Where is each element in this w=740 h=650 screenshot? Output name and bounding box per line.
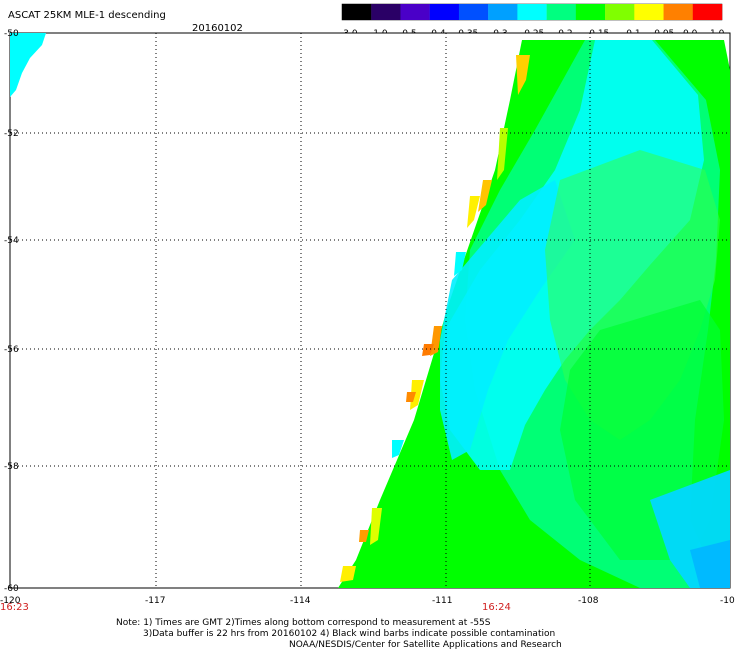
lon-label-111: -111 (432, 596, 452, 606)
edge-orange-5 (359, 530, 369, 542)
edge-yellow-2 (467, 196, 480, 228)
colorbar-segment (517, 4, 547, 20)
colorbar-segment (458, 4, 489, 20)
colorbar-segment (429, 4, 460, 20)
plot-date: 20160102 (192, 23, 243, 34)
swath-southeast-blue (690, 540, 730, 588)
edge-cyan-1 (454, 252, 466, 276)
time-label-center: 16:24 (482, 602, 511, 613)
colorbar-segment (605, 4, 635, 20)
lat-label-58: -58 (4, 462, 19, 472)
note-line-2: 3)Data buffer is 22 hrs from 20160102 4)… (143, 629, 555, 639)
note-line-1: Note: 1) Times are GMT 2)Times along bot… (116, 618, 491, 628)
graticule (10, 33, 730, 588)
note-line-3: NOAA/NESDIS/Center for Satellite Applica… (289, 640, 562, 650)
lat-label-50: -50 (4, 29, 19, 39)
lat-label-60: -60 (4, 584, 19, 594)
edge-orange-3 (422, 344, 434, 356)
colorbar-segment (400, 4, 430, 20)
edge-cyan-2 (392, 440, 404, 458)
edge-orange-1 (478, 180, 492, 212)
lon-label-120: -120 (0, 596, 21, 606)
plot-area: -50 -52 -54 -56 -58 -60 -120 -117 -114 -… (0, 29, 735, 613)
colorbar-segment (488, 4, 518, 20)
edge-yellow-4 (370, 508, 382, 545)
lat-label-52: -52 (4, 129, 19, 139)
colorbar-segment (342, 4, 372, 20)
edge-yellow-5 (340, 566, 356, 582)
edge-yellow-green-1 (497, 128, 508, 180)
wind-field-swath (10, 33, 730, 588)
edge-orange-2 (430, 326, 442, 356)
lon-label-105: -10 (720, 596, 735, 606)
edge-orange-4 (406, 392, 416, 402)
lon-label-108: -108 (578, 596, 599, 606)
colorbar-segment (663, 4, 693, 20)
lon-label-117: -117 (145, 596, 165, 606)
plot-title: ASCAT 25KM MLE-1 descending (8, 10, 166, 21)
lat-label-56: -56 (4, 345, 19, 355)
lon-label-114: -114 (290, 596, 311, 606)
edge-yellow-3 (410, 380, 424, 410)
colorbar-segment (575, 4, 606, 20)
swath-cyan-west-band (440, 180, 575, 460)
northwest-cyan-fragment (10, 33, 46, 97)
edge-yellow-1 (516, 55, 530, 95)
colorbar-segment (371, 4, 401, 20)
colorbar-segment (546, 4, 577, 20)
time-label-left: 16:23 (0, 602, 29, 613)
lat-label-54: -54 (4, 236, 19, 246)
colorbar-segment (634, 4, 664, 20)
colorbar-segments (342, 4, 723, 20)
colorbar-segment (692, 4, 723, 20)
